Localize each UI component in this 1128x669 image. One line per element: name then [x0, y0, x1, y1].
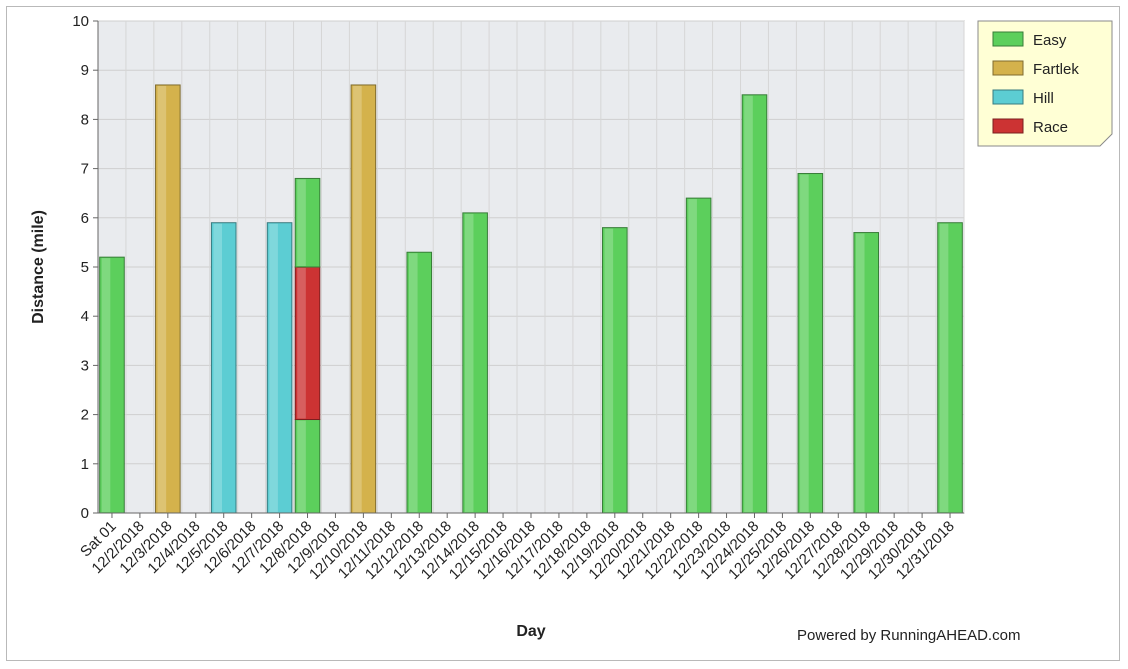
legend-label-easy: Easy — [1033, 32, 1067, 49]
bar-highlight — [213, 223, 223, 512]
legend-swatch-hill — [992, 89, 1024, 105]
bar-easy — [294, 177, 321, 268]
legend-swatch-fartlek — [992, 60, 1024, 76]
legend: Easy Fartlek Hill Race — [977, 20, 1113, 147]
y-tick-label: 10 — [72, 13, 89, 30]
bar-fartlek — [155, 84, 181, 514]
bar-hill — [210, 222, 237, 514]
bar-highlight — [604, 228, 614, 512]
y-tick-label: 2 — [81, 407, 89, 424]
bar-highlight — [297, 268, 306, 419]
legend-box — [977, 20, 1113, 147]
bar-highlight — [353, 85, 362, 513]
bar-easy — [937, 222, 963, 514]
legend-swatch-race — [992, 118, 1024, 134]
legend-swatch-easy — [992, 31, 1024, 47]
bar-highlight — [101, 258, 111, 512]
bar-highlight — [157, 85, 167, 513]
bar-highlight — [408, 253, 418, 513]
bar-highlight — [269, 223, 278, 512]
bar-easy — [99, 256, 125, 514]
bar-highlight — [464, 213, 474, 512]
bar-highlight — [688, 199, 697, 512]
legend-label-fartlek: Fartlek — [1033, 61, 1079, 78]
legend-label-race: Race — [1033, 119, 1068, 136]
y-tick-label: 1 — [81, 456, 89, 473]
bar-easy — [797, 173, 824, 514]
y-tick-label: 5 — [81, 259, 89, 276]
bar-highlight — [800, 174, 809, 512]
bar-easy — [406, 251, 433, 514]
y-axis-title: Distance (mile) — [30, 210, 47, 324]
y-tick-label: 8 — [81, 111, 89, 128]
bars — [99, 84, 963, 514]
y-tick-label: 7 — [81, 161, 89, 178]
x-axis-title: Day — [516, 623, 545, 640]
bar-easy — [462, 212, 488, 514]
bar-easy — [853, 232, 880, 514]
bar-highlight — [939, 223, 949, 512]
y-tick-label: 0 — [81, 505, 89, 522]
bar-hill — [266, 222, 293, 514]
bar-easy — [685, 197, 712, 514]
y-axis-ticks: 0 1 2 3 4 5 6 7 8 9 10 — [72, 13, 98, 522]
y-tick-label: 9 — [81, 62, 89, 79]
x-axis-ticks: Sat 0112/2/201812/3/201812/4/201812/5/20… — [77, 513, 958, 583]
bar-race — [294, 266, 321, 421]
y-tick-label: 4 — [81, 308, 89, 325]
legend-label-hill: Hill — [1033, 90, 1054, 107]
powered-by-credit: Powered by RunningAHEAD.com — [797, 627, 1021, 644]
bar-fartlek — [350, 84, 377, 514]
bar-highlight — [744, 95, 753, 513]
bar-highlight — [855, 233, 865, 512]
y-tick-label: 3 — [81, 357, 89, 374]
bar-easy — [602, 227, 628, 514]
bar-highlight — [297, 179, 306, 266]
bar-highlight — [297, 420, 306, 512]
y-tick-label: 6 — [81, 210, 89, 227]
